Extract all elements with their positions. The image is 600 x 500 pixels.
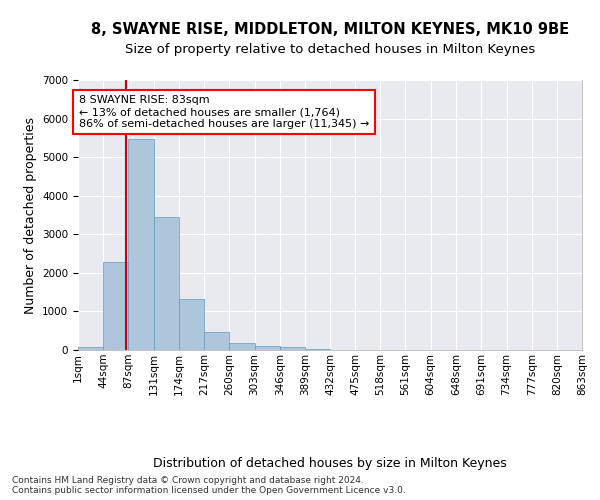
Bar (179, 300, 204, 350)
Bar (280, 348, 305, 350)
Text: Distribution of detached houses by size in Milton Keynes: Distribution of detached houses by size … (153, 457, 507, 470)
Bar (204, 332, 229, 350)
Text: 8 SWAYNE RISE: 83sqm
← 13% of detached houses are smaller (1,764)
86% of semi-de: 8 SWAYNE RISE: 83sqm ← 13% of detached h… (79, 96, 369, 128)
Y-axis label: Number of detached properties: Number of detached properties (23, 116, 37, 314)
Text: Size of property relative to detached houses in Milton Keynes: Size of property relative to detached ho… (125, 42, 535, 56)
Text: 8, SWAYNE RISE, MIDDLETON, MILTON KEYNES, MK10 9BE: 8, SWAYNE RISE, MIDDLETON, MILTON KEYNES… (91, 22, 569, 38)
Bar (254, 346, 280, 350)
Bar (103, 262, 128, 350)
Bar (154, 218, 179, 350)
Text: Contains HM Land Registry data © Crown copyright and database right 2024.
Contai: Contains HM Land Registry data © Crown c… (12, 476, 406, 495)
Bar (128, 138, 154, 350)
Bar (305, 348, 330, 350)
Bar (78, 347, 103, 350)
Bar (229, 344, 254, 350)
